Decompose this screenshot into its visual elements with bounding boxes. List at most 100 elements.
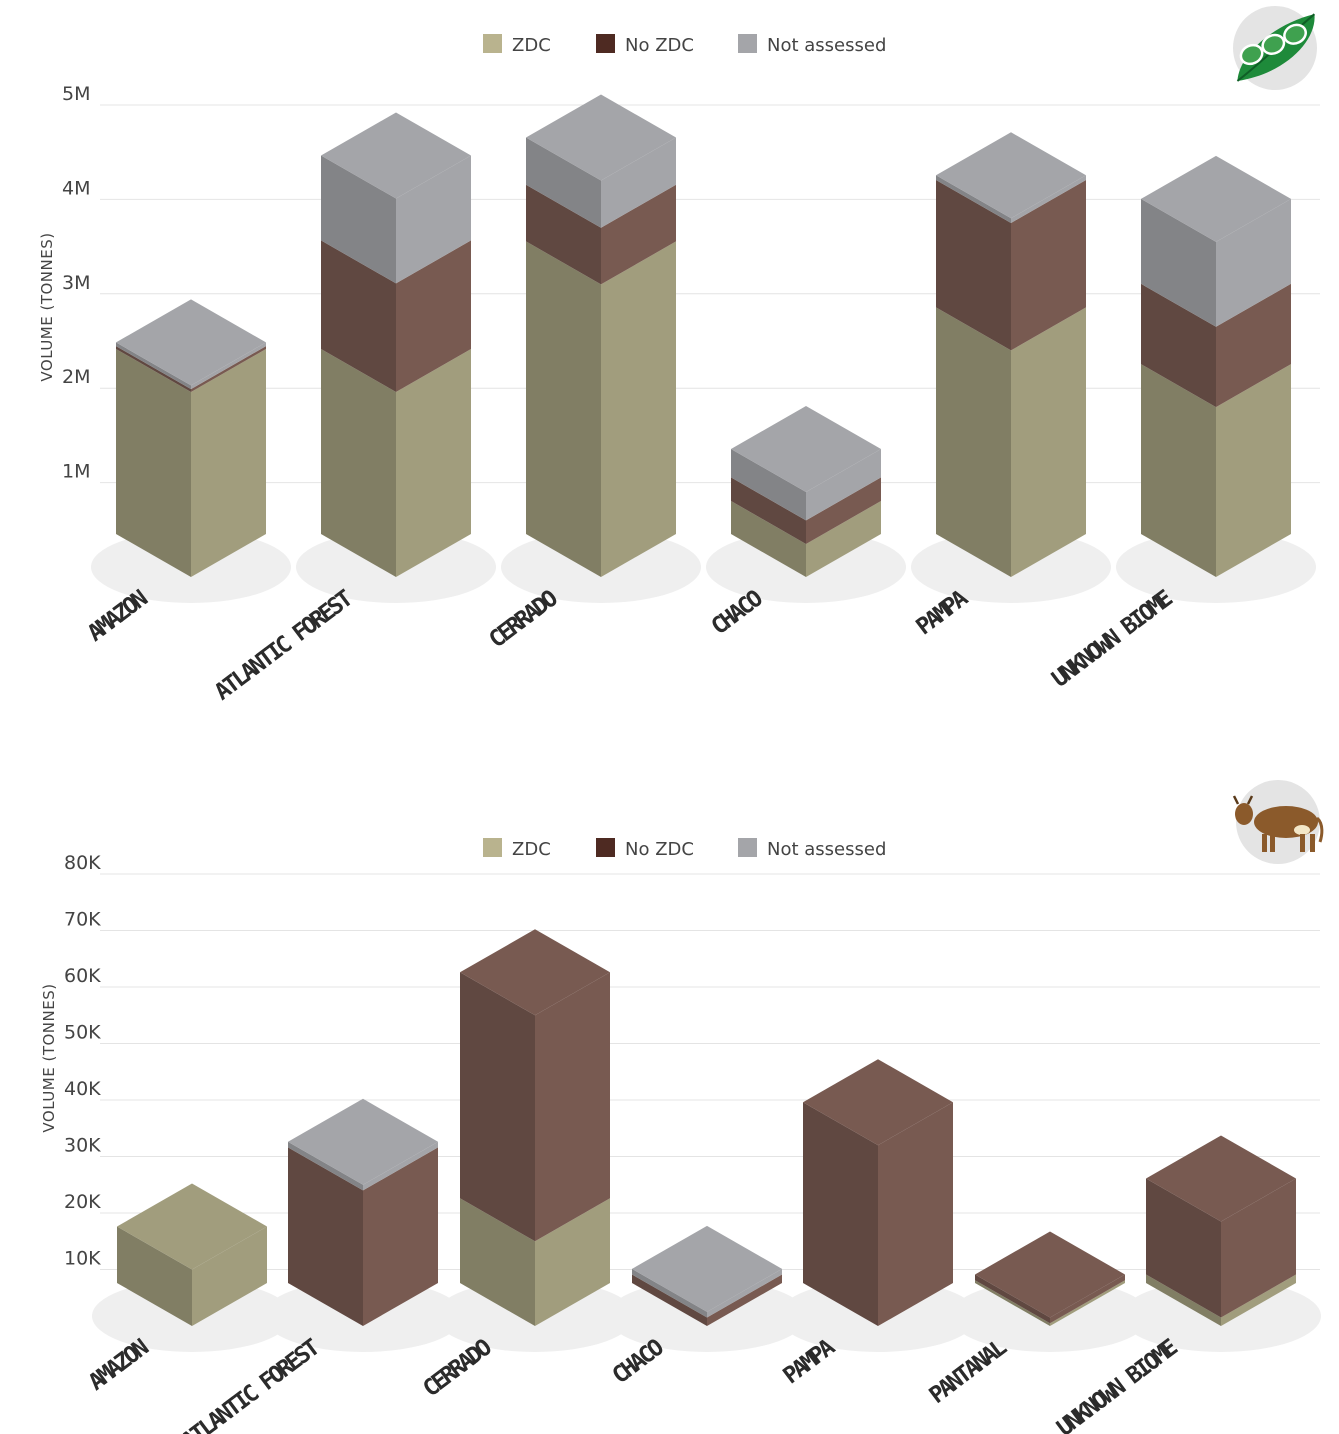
bar-top-face: [803, 1059, 953, 1146]
cow-udder: [1294, 825, 1310, 835]
legend-swatch: [738, 838, 757, 857]
bar-segment-cerrado-no-zdc: [526, 184, 676, 285]
bar-face-left: [526, 137, 601, 228]
legend-item-not-assessed[interactable]: Not assessed: [738, 34, 886, 56]
bar-face-left: [321, 240, 396, 392]
bar-top-face: [731, 406, 881, 492]
bar-segment-amazon-no-zdc: [116, 346, 266, 392]
bar-face-right: [707, 1268, 782, 1318]
bar-face-right: [1050, 1280, 1125, 1326]
bar-chaco[interactable]: [632, 1225, 782, 1326]
bar-face-right: [1011, 180, 1086, 351]
bar-chaco[interactable]: [731, 406, 881, 577]
y-tick-label: 1M: [62, 461, 90, 483]
y-tick-label: 50K: [64, 1022, 101, 1044]
bar-face-right: [191, 342, 266, 390]
bar-face-right: [1221, 1178, 1296, 1318]
cow-icon: [1232, 780, 1324, 864]
y-tick-label: 40K: [64, 1078, 101, 1100]
bar-cerrado[interactable]: [526, 94, 676, 578]
bar-face-right: [707, 1274, 782, 1326]
bar-face-right: [601, 137, 676, 228]
bar-face-right: [601, 184, 676, 285]
bar-segment-atlantic-forest-zdc: [321, 349, 471, 577]
legend-label: ZDC: [512, 35, 551, 56]
bar-face-left: [1141, 283, 1216, 408]
bar-face-right: [363, 1147, 438, 1326]
bar-pampa[interactable]: [803, 1059, 953, 1326]
bar-face-right: [1216, 364, 1291, 577]
bar-segment-unknown-biome-no-zdc: [1141, 283, 1291, 408]
bar-atlantic-forest[interactable]: [288, 1098, 438, 1326]
legend-item-no-zdc[interactable]: No ZDC: [596, 838, 694, 860]
legend-item-no-zdc[interactable]: No ZDC: [596, 34, 694, 56]
bar-segment-cerrado-zdc: [460, 1198, 610, 1326]
legend-label: Not assessed: [767, 35, 886, 56]
y-tick-label: 70K: [64, 909, 101, 931]
bar-segment-chaco-no-zdc: [632, 1274, 782, 1326]
bar-segment-atlantic-forest-not-assessed: [321, 155, 471, 284]
legend-swatch: [483, 838, 502, 857]
bar-segment-amazon-zdc: [117, 1226, 267, 1326]
y-tick-label: 30K: [64, 1135, 101, 1157]
bar-segment-pantanal-zdc: [975, 1280, 1125, 1326]
legend-label: Not assessed: [767, 839, 886, 860]
bar-amazon[interactable]: [117, 1183, 267, 1327]
y-tick-label: 80K: [64, 852, 101, 874]
bar-face-left: [975, 1280, 1050, 1326]
bar-pampa[interactable]: [936, 132, 1086, 577]
y-axis-label: VOLUME (TONNES): [40, 983, 58, 1132]
bar-face-right: [806, 501, 881, 577]
bar-segment-unknown-biome-zdc: [1146, 1274, 1296, 1326]
bar-segment-cerrado-zdc: [526, 241, 676, 577]
bar-face-left: [321, 155, 396, 284]
x-category-label: ATLANTIC FOREST: [210, 586, 357, 706]
bar-unknown-biome[interactable]: [1141, 155, 1291, 577]
bar-amazon[interactable]: [116, 299, 266, 577]
bar-face-right: [396, 349, 471, 577]
bar-segment-cerrado-not-assessed: [526, 137, 676, 228]
legend-swatch: [596, 838, 615, 857]
bar-segment-pampa-not-assessed: [936, 175, 1086, 223]
bar-segment-chaco-no-zdc: [731, 477, 881, 544]
y-tick-label: 3M: [62, 272, 90, 294]
bean-shape: [1283, 23, 1307, 45]
bar-segment-unknown-biome-not-assessed: [1141, 198, 1291, 327]
legend-item-zdc[interactable]: ZDC: [483, 838, 551, 860]
bar-segment-pampa-zdc: [936, 307, 1086, 577]
bar-cerrado[interactable]: [460, 929, 610, 1326]
bar-face-left: [1146, 1178, 1221, 1318]
y-tick-label: 20K: [64, 1191, 101, 1213]
legend-item-zdc[interactable]: ZDC: [483, 34, 551, 56]
bar-face-left: [803, 1102, 878, 1326]
bar-face-left: [731, 449, 806, 521]
bar-pantanal[interactable]: [975, 1231, 1125, 1327]
bar-segment-unknown-biome-no-zdc: [1146, 1178, 1296, 1318]
y-axis-label: VOLUME (TONNES): [38, 232, 56, 381]
bar-face-right: [806, 449, 881, 521]
bar-top-face: [117, 1183, 267, 1270]
bar-top-face: [116, 299, 266, 386]
soy-chart: 1M 2M 3M 4M 5M VOLUME (TONNES) ZDC No ZDC Not as…: [38, 6, 1320, 706]
bar-face-left: [975, 1274, 1050, 1324]
bar-face-left: [116, 342, 191, 390]
bar-atlantic-forest[interactable]: [321, 112, 471, 578]
y-tick-label: 5M: [62, 83, 90, 105]
bar-segment-amazon-zdc: [116, 349, 266, 577]
bar-face-right: [535, 972, 610, 1242]
bar-segment-pampa-no-zdc: [936, 180, 1086, 351]
legend-item-not-assessed[interactable]: Not assessed: [738, 838, 886, 860]
bar-segment-chaco-zdc: [731, 501, 881, 577]
bar-face-left: [1141, 364, 1216, 577]
cow-leg: [1300, 834, 1305, 852]
bar-top-face: [288, 1098, 438, 1185]
bar-unknown-biome[interactable]: [1146, 1135, 1296, 1327]
bar-segment-chaco-not-assessed: [731, 449, 881, 521]
legend-label: ZDC: [512, 839, 551, 860]
bar-top-face: [1146, 1135, 1296, 1222]
y-tick-label: 10K: [64, 1248, 101, 1270]
x-category-label: CERRADO: [484, 586, 562, 654]
cow-leg: [1310, 834, 1315, 852]
bar-face-right: [878, 1102, 953, 1326]
bar-segment-cerrado-no-zdc: [460, 972, 610, 1242]
